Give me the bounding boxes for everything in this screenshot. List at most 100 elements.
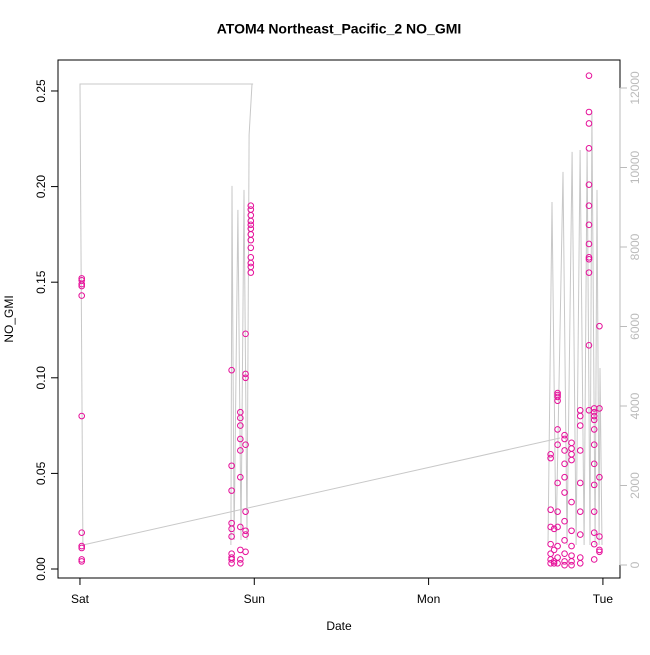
point xyxy=(550,559,558,567)
point xyxy=(561,431,568,439)
point xyxy=(242,548,249,556)
point xyxy=(242,370,249,378)
point xyxy=(237,556,244,563)
point xyxy=(561,517,568,525)
point xyxy=(576,531,584,538)
point xyxy=(228,487,235,494)
y2-tick-label: 2000 xyxy=(628,472,642,499)
point xyxy=(568,558,575,565)
point xyxy=(585,221,593,229)
point xyxy=(228,559,235,567)
y-axis-label: NO_GMI xyxy=(2,295,16,342)
point xyxy=(585,120,593,127)
point xyxy=(247,269,255,276)
y2-tick-label: 6000 xyxy=(628,313,642,340)
y-tick-label: 0.10 xyxy=(34,366,48,390)
point xyxy=(596,405,603,412)
point xyxy=(554,389,561,397)
point xyxy=(242,527,249,535)
point xyxy=(585,108,593,116)
point xyxy=(596,322,603,330)
point xyxy=(78,542,86,550)
point xyxy=(561,558,568,565)
point xyxy=(585,145,593,152)
y2-tick-label: 0 xyxy=(628,561,642,568)
point xyxy=(554,393,561,401)
point xyxy=(561,489,568,496)
point xyxy=(228,525,235,533)
point xyxy=(78,292,86,299)
point xyxy=(590,408,598,416)
point xyxy=(554,559,561,567)
point xyxy=(576,412,584,420)
point xyxy=(547,454,554,462)
point xyxy=(576,479,584,487)
point xyxy=(237,414,244,422)
x-tick-label: Sat xyxy=(71,592,90,606)
x-tick-label: Mon xyxy=(417,592,440,606)
point xyxy=(585,269,593,276)
point xyxy=(590,508,598,515)
point xyxy=(547,556,554,563)
y-tick-label: 0.15 xyxy=(34,270,48,294)
point xyxy=(585,240,593,248)
point xyxy=(242,374,249,382)
point xyxy=(237,422,244,429)
point xyxy=(590,426,598,433)
point xyxy=(561,550,568,558)
point xyxy=(585,181,593,188)
y2-tick-label: 4000 xyxy=(628,392,642,419)
point xyxy=(247,206,255,213)
point xyxy=(228,462,235,470)
point xyxy=(237,559,244,567)
point xyxy=(590,460,598,468)
point xyxy=(242,531,249,538)
point xyxy=(550,546,558,554)
point xyxy=(561,447,568,454)
point xyxy=(247,225,255,232)
point xyxy=(590,412,598,420)
point xyxy=(554,397,561,405)
y2-tick-label: 8000 xyxy=(628,233,642,260)
point xyxy=(596,473,603,481)
y-tick-label: 0.20 xyxy=(34,175,48,199)
point xyxy=(78,556,86,563)
point xyxy=(247,221,255,229)
point xyxy=(554,508,561,515)
point xyxy=(547,559,554,567)
point xyxy=(585,341,593,349)
point xyxy=(568,456,575,464)
point xyxy=(561,460,568,468)
point xyxy=(576,508,584,515)
point xyxy=(78,544,86,552)
altitude-line xyxy=(79,83,603,546)
point xyxy=(576,559,584,567)
point xyxy=(242,508,249,515)
y-tick-label: 0.05 xyxy=(34,461,48,485)
point xyxy=(568,498,575,506)
point xyxy=(561,561,568,569)
point xyxy=(585,255,593,263)
point xyxy=(596,546,603,554)
point xyxy=(576,422,584,429)
point xyxy=(554,542,561,550)
point xyxy=(547,523,554,531)
point xyxy=(242,441,249,449)
point xyxy=(561,473,568,481)
point xyxy=(585,202,593,210)
y-tick-label: 0.25 xyxy=(34,79,48,103)
point xyxy=(550,558,558,565)
point xyxy=(590,540,598,548)
point xyxy=(576,447,584,454)
point xyxy=(78,282,86,290)
point xyxy=(547,450,554,458)
point xyxy=(78,529,86,536)
point xyxy=(568,527,575,535)
x-tick-label: Sun xyxy=(244,592,265,606)
point xyxy=(554,441,561,449)
point xyxy=(561,435,568,443)
y2-tick-label: 12000 xyxy=(628,71,642,105)
y2-tick-label: 10000 xyxy=(628,150,642,184)
